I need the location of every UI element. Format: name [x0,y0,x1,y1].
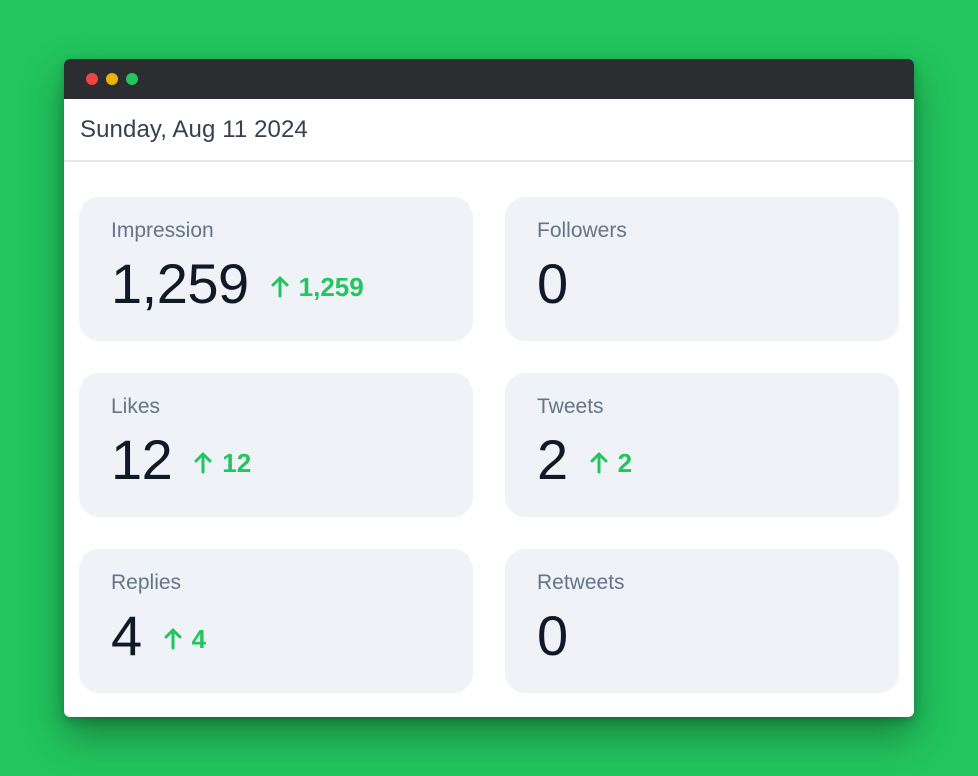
stat-label: Likes [111,395,161,418]
stat-card-impression: Impression 1,259 1,259 [79,197,473,341]
stat-value: 0 [537,252,568,315]
stat-delta: 2 [590,448,632,479]
stat-label: Impression [111,219,214,242]
stat-delta-value: 12 [222,447,252,478]
stat-label: Retweets [537,571,625,594]
stat-card-likes: Likes 12 12 [79,373,473,517]
arrow-up-icon [164,628,182,650]
window-titlebar [64,59,914,99]
stat-delta: 12 [194,448,251,479]
stat-value-row: 12 12 [111,427,441,493]
stat-value: 1,259 [111,252,249,315]
stat-value-row: 0 [537,603,867,669]
date-label: Sunday, Aug 11 2024 [80,115,308,143]
stat-delta-value: 2 [617,447,633,478]
stat-value-row: 2 2 [537,427,867,493]
date-header: Sunday, Aug 11 2024 [64,99,914,162]
stat-label: Tweets [537,395,604,418]
maximize-window-button[interactable] [126,73,138,85]
stat-value: 0 [537,604,568,667]
stat-value: 4 [111,604,142,667]
stat-card-followers: Followers 0 [505,197,899,341]
arrow-up-icon [590,452,608,474]
stat-value-row: 4 4 [111,603,441,669]
close-window-button[interactable] [86,73,98,85]
arrow-up-icon [194,452,212,474]
stat-label: Replies [111,571,182,594]
stat-delta-value: 1,259 [298,271,364,302]
stats-grid: Impression 1,259 1,259 Followers 0 Likes [79,197,899,693]
stat-value: 2 [537,428,568,491]
app-window: Sunday, Aug 11 2024 Impression 1,259 1,2… [64,59,914,717]
minimize-window-button[interactable] [106,73,118,85]
stat-value-row: 1,259 1,259 [111,251,441,317]
stat-value-row: 0 [537,251,867,317]
arrow-up-icon [271,276,289,298]
stat-card-tweets: Tweets 2 2 [505,373,899,517]
stat-delta: 4 [164,624,206,655]
stat-value: 12 [111,428,173,491]
stat-delta: 1,259 [271,272,364,303]
stat-card-retweets: Retweets 0 [505,549,899,693]
stat-delta-value: 4 [191,623,207,654]
stat-label: Followers [537,219,627,242]
stat-card-replies: Replies 4 4 [79,549,473,693]
